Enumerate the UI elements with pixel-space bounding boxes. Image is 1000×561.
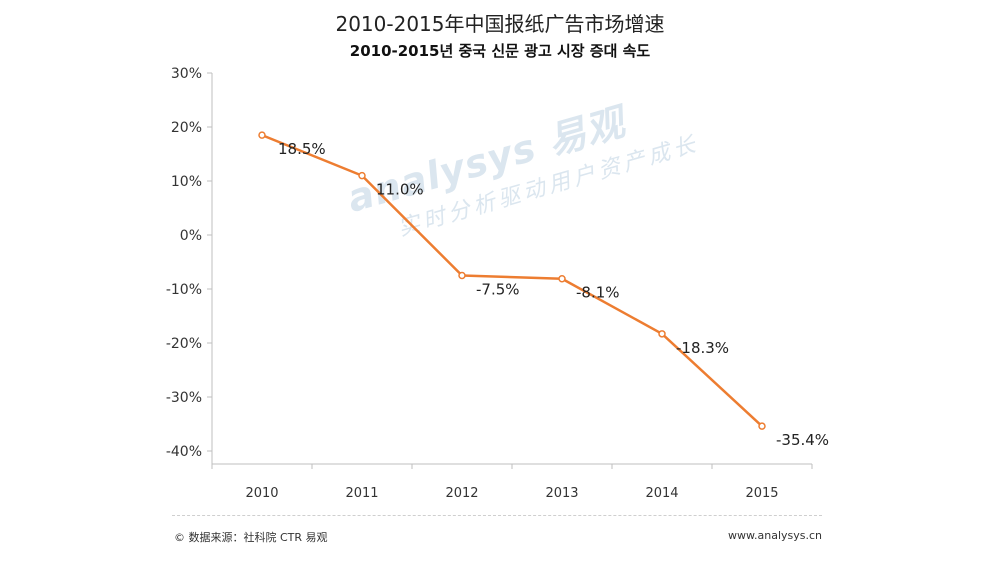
- chart-subtitle: 2010-2015년 중국 신문 광고 시장 증대 속도: [349, 42, 651, 60]
- data-source: © 数据来源：社科院 CTR 易观: [174, 531, 328, 544]
- chart-title: 2010-2015年中国报纸广告市场增速: [335, 12, 665, 36]
- data-point: [758, 422, 766, 430]
- data-point: [358, 171, 366, 180]
- data-label: -7.5%: [476, 281, 520, 299]
- y-tick-label: -40%: [166, 444, 202, 460]
- footer-divider: [172, 515, 822, 516]
- x-tick-label: 2011: [345, 486, 378, 501]
- data-label: -35.4%: [776, 431, 829, 449]
- data-point: [658, 330, 666, 338]
- data-label: 18.5%: [278, 140, 326, 158]
- y-tick-label: -30%: [166, 390, 202, 406]
- y-tick-label: -20%: [166, 336, 202, 352]
- x-tick-label: 2015: [745, 486, 778, 501]
- x-tick-label: 2013: [545, 486, 578, 501]
- x-tick-label: 2010: [245, 486, 278, 501]
- y-tick-label: 20%: [171, 120, 202, 136]
- y-tick-label: 10%: [171, 174, 202, 190]
- data-point: [558, 274, 566, 283]
- data-point: [258, 131, 266, 139]
- x-tick-label: 2014: [645, 486, 678, 501]
- data-label: -18.3%: [676, 339, 729, 357]
- series-line: [261, 133, 763, 428]
- website-link[interactable]: www.analysys.cn: [728, 529, 822, 542]
- y-tick-label: 30%: [171, 66, 202, 82]
- data-label: 11.0%: [376, 181, 424, 199]
- x-tick-label: 2012: [445, 486, 478, 501]
- y-tick-label: -10%: [166, 282, 202, 298]
- data-point: [458, 271, 466, 280]
- data-label: -8.1%: [576, 284, 620, 302]
- y-tick-label: 0%: [180, 228, 202, 244]
